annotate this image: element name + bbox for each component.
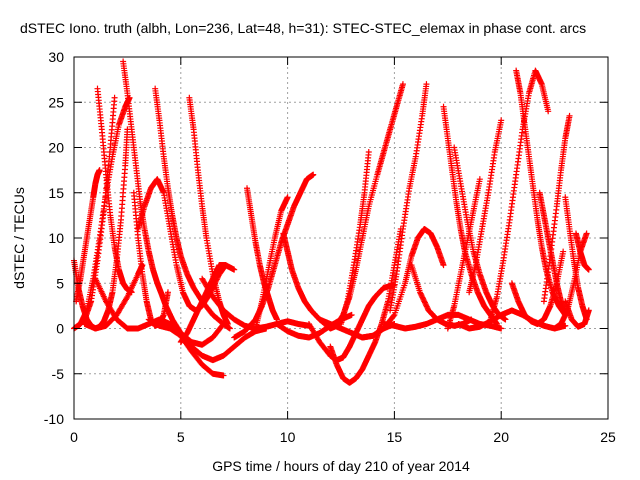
data-point	[224, 320, 231, 327]
data-point	[111, 94, 118, 101]
data-point	[226, 325, 233, 332]
data-series	[73, 167, 103, 305]
data-series	[75, 94, 118, 329]
data-point	[231, 266, 238, 273]
data-point	[164, 289, 171, 296]
data-point	[139, 262, 146, 269]
data-point	[96, 167, 103, 174]
data-series	[94, 85, 135, 296]
data-point	[365, 149, 372, 156]
data-point	[220, 372, 227, 379]
data-series	[244, 185, 280, 323]
data-series	[177, 262, 238, 346]
data-points	[71, 58, 592, 386]
data-point	[310, 171, 317, 178]
data-series	[487, 67, 552, 323]
data-series	[327, 225, 404, 386]
